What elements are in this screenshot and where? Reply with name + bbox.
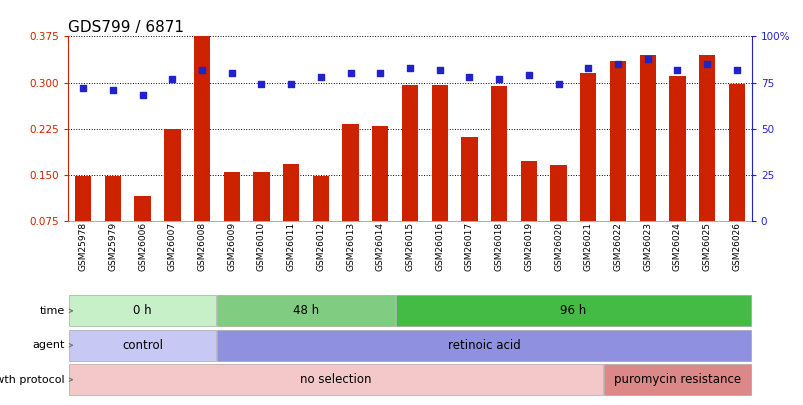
Text: retinoic acid: retinoic acid: [447, 339, 520, 352]
Point: [314, 74, 327, 80]
Bar: [218, 295, 394, 326]
Bar: [520, 161, 536, 221]
Text: GSM26026: GSM26026: [732, 222, 740, 271]
Text: GSM26023: GSM26023: [642, 222, 651, 271]
Point: [136, 92, 149, 99]
Point: [284, 81, 297, 87]
Point: [225, 70, 238, 77]
Bar: [461, 136, 477, 221]
Bar: [312, 176, 328, 221]
Point: [76, 85, 89, 91]
Point: [700, 61, 713, 67]
Text: GSM25978: GSM25978: [79, 222, 88, 271]
Text: GSM26019: GSM26019: [524, 222, 532, 271]
Text: no selection: no selection: [300, 373, 371, 386]
Bar: [372, 126, 388, 221]
Text: control: control: [122, 339, 163, 352]
Point: [403, 64, 416, 71]
Point: [165, 76, 178, 82]
Text: GSM26009: GSM26009: [227, 222, 236, 271]
Text: GSM26012: GSM26012: [316, 222, 325, 271]
Text: GDS799 / 6871: GDS799 / 6871: [68, 20, 184, 35]
Bar: [104, 177, 121, 221]
Text: growth protocol: growth protocol: [0, 375, 65, 385]
Bar: [194, 36, 210, 221]
Point: [581, 64, 594, 71]
Text: GSM26014: GSM26014: [375, 222, 385, 271]
Bar: [402, 85, 418, 221]
Text: time: time: [39, 306, 65, 316]
Bar: [283, 164, 299, 221]
Text: puromycin resistance: puromycin resistance: [613, 373, 740, 386]
Point: [611, 61, 624, 67]
Bar: [668, 77, 685, 221]
Bar: [164, 129, 181, 221]
Point: [492, 76, 505, 82]
Text: GSM26016: GSM26016: [434, 222, 444, 271]
Bar: [134, 196, 151, 221]
Bar: [431, 85, 447, 221]
Text: GSM26021: GSM26021: [583, 222, 592, 271]
Text: agent: agent: [32, 340, 65, 350]
Point: [195, 66, 208, 73]
Bar: [75, 176, 92, 221]
Text: GSM26025: GSM26025: [702, 222, 711, 271]
Bar: [69, 330, 216, 361]
Point: [463, 74, 475, 80]
Bar: [69, 295, 216, 326]
Bar: [580, 73, 596, 221]
Bar: [609, 61, 626, 221]
Bar: [218, 330, 750, 361]
Text: GSM26024: GSM26024: [672, 222, 681, 271]
Point: [552, 81, 565, 87]
Point: [433, 66, 446, 73]
Point: [671, 66, 683, 73]
Point: [106, 87, 119, 93]
Point: [344, 70, 357, 77]
Text: GSM26010: GSM26010: [257, 222, 266, 271]
Bar: [69, 364, 601, 395]
Text: 96 h: 96 h: [560, 304, 586, 318]
Point: [373, 70, 386, 77]
Bar: [223, 172, 239, 221]
Bar: [491, 85, 507, 221]
Text: 48 h: 48 h: [292, 304, 319, 318]
Bar: [728, 84, 744, 221]
Point: [255, 81, 267, 87]
Text: GSM26007: GSM26007: [168, 222, 177, 271]
Bar: [253, 172, 269, 221]
Bar: [638, 55, 655, 221]
Text: 0 h: 0 h: [133, 304, 152, 318]
Text: GSM26020: GSM26020: [553, 222, 562, 271]
Text: GSM26006: GSM26006: [138, 222, 147, 271]
Text: GSM26008: GSM26008: [198, 222, 206, 271]
Bar: [342, 124, 358, 221]
Point: [522, 72, 535, 79]
Point: [641, 55, 654, 62]
Point: [730, 66, 743, 73]
Text: GSM25979: GSM25979: [108, 222, 117, 271]
Text: GSM26011: GSM26011: [287, 222, 296, 271]
Bar: [603, 364, 750, 395]
Bar: [550, 165, 566, 221]
Text: GSM26013: GSM26013: [345, 222, 355, 271]
Text: GSM26018: GSM26018: [494, 222, 503, 271]
Bar: [698, 55, 715, 221]
Text: GSM26017: GSM26017: [464, 222, 474, 271]
Bar: [395, 295, 750, 326]
Text: GSM26022: GSM26022: [613, 222, 622, 271]
Text: GSM26015: GSM26015: [405, 222, 414, 271]
